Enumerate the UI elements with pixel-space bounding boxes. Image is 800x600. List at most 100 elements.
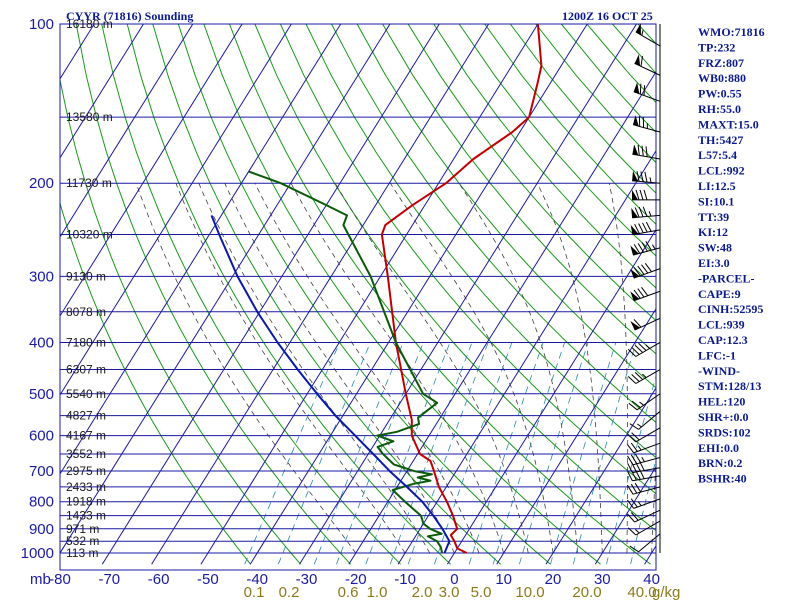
moist-adiabat--5	[198, 183, 431, 554]
wind-feather	[630, 512, 639, 521]
series-parcel	[210, 215, 451, 554]
wind-half-feather	[651, 244, 656, 250]
wind-barb-320	[630, 286, 661, 302]
index-item: CINH:52595	[698, 302, 763, 316]
wind-pennant	[632, 189, 638, 200]
index-item: WB0:880	[698, 71, 746, 85]
pressure-tick-1000: 1000	[21, 545, 54, 562]
wind-shaft	[635, 427, 661, 443]
wind-shaft	[633, 268, 661, 279]
mixing-tick-5.0: 5.0	[471, 584, 492, 600]
index-item: SRDS:102	[698, 425, 751, 439]
mixing-line-40	[630, 457, 656, 565]
index-item: STM:128/13	[698, 379, 761, 393]
wind-feather	[637, 243, 645, 253]
wind-barb-400	[627, 342, 661, 357]
dry-adiabat-280	[152, 24, 501, 565]
index-item: TH:5427	[698, 133, 743, 147]
wind-pennant	[633, 82, 640, 94]
wind-feather	[627, 513, 635, 523]
wind-barb-450	[627, 369, 661, 384]
wind-feather	[630, 498, 638, 508]
wind-feather	[637, 288, 645, 298]
wind-feather	[640, 171, 644, 182]
temp-tick--60: -60	[148, 571, 170, 588]
wind-half-feather	[637, 423, 642, 428]
wind-feather	[631, 470, 637, 481]
temp-tick-10: 10	[495, 571, 512, 588]
plot-frame	[59, 23, 657, 571]
dry-adiabat-390	[433, 24, 656, 289]
height-label-300: 9130 m	[66, 269, 106, 283]
mixing-tick-1.0: 1.0	[367, 584, 388, 600]
wind-feather	[640, 56, 643, 67]
station-title: CYYR (71816) Sounding	[66, 9, 193, 23]
wind-feather	[639, 469, 645, 479]
wind-shaft	[633, 442, 661, 454]
height-label-750: 2433 m	[66, 480, 106, 494]
wind-feather	[641, 145, 644, 157]
wind-barb-620	[627, 442, 661, 454]
wind-barb-750	[627, 482, 661, 495]
pressure-tick-100: 100	[29, 16, 54, 33]
isotherm--130	[60, 24, 144, 159]
dry-adiabat-360	[356, 24, 656, 389]
wind-feather	[631, 400, 641, 408]
wind-pennant	[630, 321, 641, 331]
height-label-850: 1433 m	[66, 509, 106, 523]
index-item: TT:39	[698, 210, 729, 224]
wind-shaft	[632, 475, 661, 482]
mixing-line-7	[492, 342, 565, 565]
wind-shaft	[635, 369, 661, 384]
index-item: LCL:939	[698, 318, 745, 332]
index-item: -WIND-	[698, 364, 740, 378]
index-item: LI:12.5	[698, 179, 736, 193]
index-item: FRZ:807	[698, 56, 744, 70]
isotherm--150	[0, 24, 45, 564]
dry-adiabat-240	[60, 77, 301, 565]
wind-barb-125	[634, 54, 661, 76]
wind-pennant	[632, 115, 639, 127]
wind-half-feather	[635, 529, 640, 534]
dry-adiabat-260	[101, 24, 401, 565]
moist-adiabat-15	[334, 182, 529, 554]
wind-feather	[645, 241, 652, 251]
mixing-tick-0.2: 0.2	[279, 584, 300, 600]
temp-tick--10: -10	[394, 571, 416, 588]
wind-feather	[639, 83, 642, 95]
mixing-line-3	[434, 342, 513, 565]
mixing-line-20	[572, 342, 637, 565]
index-item: RH:55.0	[698, 102, 741, 116]
wind-feather	[629, 423, 639, 430]
wind-half-feather	[649, 177, 652, 183]
mixing-line-0.4	[313, 342, 404, 565]
wind-feather	[627, 527, 637, 536]
dry-adiabat-350	[331, 24, 656, 424]
mixing-unit-label: g/kg	[652, 584, 680, 600]
wind-feather	[633, 244, 641, 254]
dry-adiabat-420	[509, 24, 656, 194]
wind-pennant	[632, 144, 639, 156]
height-label-500: 5540 m	[66, 387, 106, 401]
isotherm--120	[60, 24, 194, 238]
temp-tick-30: 30	[594, 571, 611, 588]
wind-barb-265	[630, 241, 661, 256]
wind-half-feather	[639, 401, 644, 406]
height-label-450: 6307 m	[66, 363, 106, 377]
wind-shaft	[634, 509, 661, 523]
wind-feather	[638, 342, 647, 351]
wind-feather	[630, 483, 638, 494]
wind-feather	[637, 265, 645, 275]
isotherm-30	[594, 465, 656, 565]
wind-barb-200	[632, 170, 661, 184]
dry-adiabat-340	[305, 24, 656, 459]
wind-feather	[634, 207, 640, 218]
wind-half-feather	[641, 373, 647, 378]
height-label-700: 2975 m	[66, 464, 106, 478]
wind-feather	[638, 206, 644, 217]
wind-barb-245	[630, 221, 661, 236]
index-item: CAP:12.3	[698, 333, 748, 347]
wind-barb-180	[632, 144, 661, 160]
moist-adiabat-5	[254, 183, 480, 554]
